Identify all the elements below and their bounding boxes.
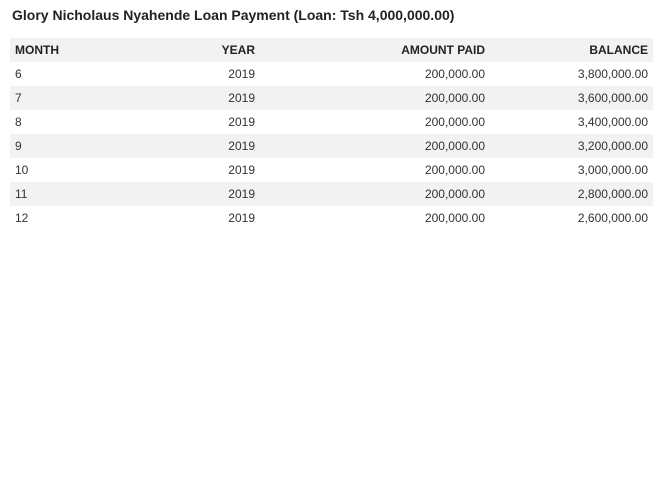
cell-month: 10 bbox=[15, 163, 29, 177]
page-title: Glory Nicholaus Nyahende Loan Payment (L… bbox=[12, 7, 455, 23]
table-row: 9 2019 200,000.00 3,200,000.00 bbox=[10, 134, 653, 158]
cell-year: 2019 bbox=[228, 115, 255, 129]
cell-balance: 3,800,000.00 bbox=[577, 67, 648, 81]
loan-payment-table: MONTH YEAR AMOUNT PAID BALANCE 6 2019 20… bbox=[10, 38, 653, 230]
table-header: MONTH YEAR AMOUNT PAID BALANCE bbox=[10, 38, 653, 62]
cell-year: 2019 bbox=[110, 134, 260, 158]
table-row: 7 2019 200,000.00 3,600,000.00 bbox=[10, 86, 653, 110]
header-balance: BALANCE bbox=[490, 38, 653, 62]
cell-month: 6 bbox=[15, 67, 22, 81]
cell-year: 2019 bbox=[228, 67, 255, 81]
cell-amount-paid: 200,000.00 bbox=[260, 86, 490, 110]
cell-amount-paid: 200,000.00 bbox=[424, 163, 485, 177]
cell-year: 2019 bbox=[228, 163, 255, 177]
cell-year: 2019 bbox=[110, 86, 260, 110]
cell-month: 9 bbox=[10, 134, 110, 158]
cell-month: 7 bbox=[10, 86, 110, 110]
table-row: 8 2019 200,000.00 3,400,000.00 bbox=[10, 110, 653, 134]
cell-balance: 3,600,000.00 bbox=[490, 86, 653, 110]
table-body: 6 2019 200,000.00 3,800,000.00 7 2019 20… bbox=[10, 62, 653, 230]
cell-amount-paid: 200,000.00 bbox=[424, 211, 485, 225]
cell-month: 11 bbox=[10, 182, 110, 206]
cell-amount-paid: 200,000.00 bbox=[424, 67, 485, 81]
header-amount-paid: AMOUNT PAID bbox=[260, 38, 490, 62]
cell-amount-paid: 200,000.00 bbox=[424, 115, 485, 129]
cell-month: 12 bbox=[15, 211, 29, 225]
table-row: 11 2019 200,000.00 2,800,000.00 bbox=[10, 182, 653, 206]
cell-balance: 2,600,000.00 bbox=[577, 211, 648, 225]
cell-month: 8 bbox=[15, 115, 22, 129]
cell-balance: 3,400,000.00 bbox=[577, 115, 648, 129]
cell-year: 2019 bbox=[228, 211, 255, 225]
table-row: 6 2019 200,000.00 3,800,000.00 bbox=[10, 62, 653, 86]
table-row: 10 2019 200,000.00 3,000,000.00 bbox=[10, 158, 653, 182]
cell-balance: 3,200,000.00 bbox=[490, 134, 653, 158]
cell-amount-paid: 200,000.00 bbox=[260, 134, 490, 158]
cell-year: 2019 bbox=[110, 182, 260, 206]
header-month: MONTH bbox=[10, 38, 110, 62]
header-row: MONTH YEAR AMOUNT PAID BALANCE bbox=[10, 38, 653, 62]
header-year: YEAR bbox=[110, 38, 260, 62]
cell-balance: 2,800,000.00 bbox=[490, 182, 653, 206]
cell-balance: 3,000,000.00 bbox=[577, 163, 648, 177]
table-row: 12 2019 200,000.00 2,600,000.00 bbox=[10, 206, 653, 230]
cell-amount-paid: 200,000.00 bbox=[260, 182, 490, 206]
